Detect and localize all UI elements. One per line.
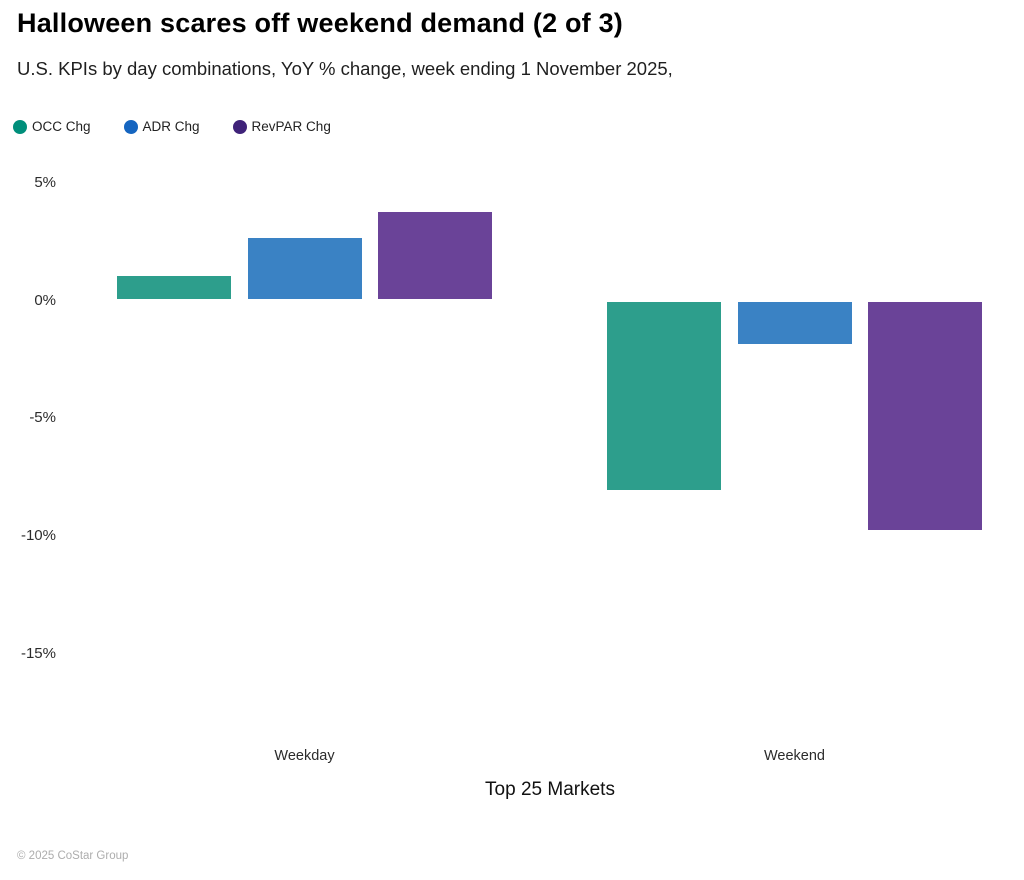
legend-item-label: OCC Chg	[32, 119, 91, 134]
y-tick-label: -15%	[20, 644, 56, 662]
y-tick-label: 0%	[34, 291, 56, 309]
bar-weekend-occ-chg	[607, 301, 721, 490]
chart-subtitle: U.S. KPIs by day combinations, YoY % cha…	[17, 58, 673, 79]
y-tick-label: -5%	[29, 409, 56, 427]
bar-weekday-occ-chg	[117, 275, 231, 300]
x-category-label-weekend: Weekend	[764, 748, 825, 764]
bar-weekday-revpar-chg	[378, 212, 492, 300]
y-tick-label: -10%	[20, 527, 56, 544]
legend-item-label: RevPAR Chg	[251, 119, 331, 134]
footer-copyright: © 2025 CoStar Group	[17, 850, 129, 862]
legend-item-revpar-chg: RevPAR Chg	[232, 119, 331, 134]
x-category-label-weekday: Weekday	[274, 748, 335, 764]
legend-item-label: ADR Chg	[142, 119, 200, 134]
bar-weekend-revpar-chg	[868, 301, 982, 530]
legend-item-occ-chg: OCC Chg	[13, 119, 91, 134]
legend-swatch-icon	[232, 119, 247, 134]
x-axis-title: Top 25 Markets	[485, 779, 615, 800]
legend-swatch-icon	[13, 119, 27, 134]
bar-weekday-adr-chg	[247, 238, 362, 300]
bar-weekend-adr-chg	[737, 301, 852, 344]
y-tick-label: 5%	[34, 173, 56, 191]
legend-item-adr-chg: ADR Chg	[123, 119, 200, 134]
legend: OCC Chg ADR Chg RevPAR Chg	[13, 119, 331, 134]
chart-title: Halloween scares off weekend demand (2 o…	[17, 8, 623, 38]
legend-swatch-icon	[123, 119, 138, 134]
